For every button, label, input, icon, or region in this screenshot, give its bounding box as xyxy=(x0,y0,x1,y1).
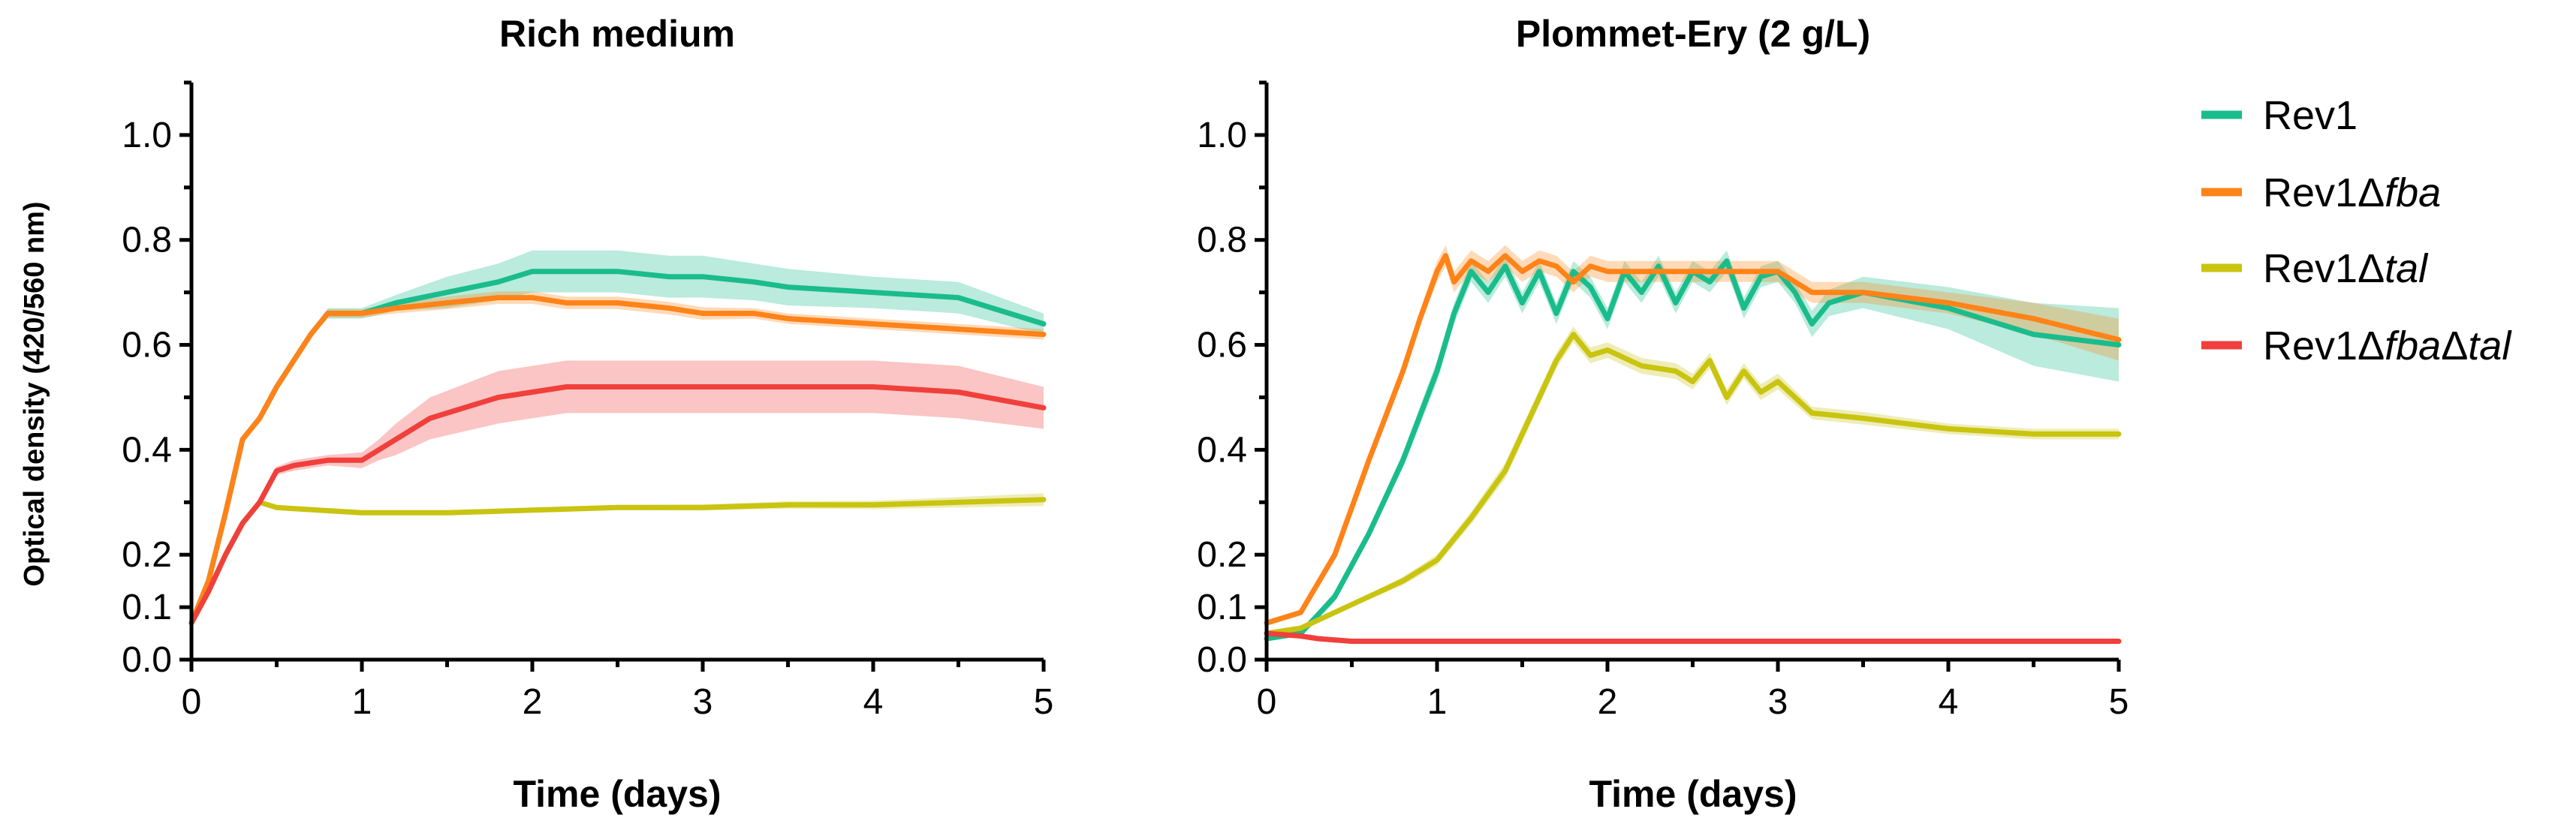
series-line-rev1δtal xyxy=(1264,332,2122,636)
chart-title: Rich medium xyxy=(499,13,735,55)
y-tick-label: 0.2 xyxy=(122,535,172,575)
series-lines xyxy=(1264,253,2122,644)
y-tick-label: 0.4 xyxy=(1197,430,1247,470)
legend-item: Rev1ΔfbaΔtal xyxy=(2201,323,2512,368)
y-tick-label: 0.0 xyxy=(1197,640,1247,680)
x-tick-label: 2 xyxy=(1598,682,1618,722)
legend-item: Rev1Δtal xyxy=(2201,246,2429,291)
y-tick-label: 0.1 xyxy=(1197,588,1247,627)
x-tick-label: 4 xyxy=(1939,682,1959,722)
legend-label: Rev1Δfba xyxy=(2263,170,2441,215)
panel-rich-medium: Rich medium Optical density (420/560 nm)… xyxy=(19,13,1053,815)
y-tick-label: 0.0 xyxy=(122,640,172,680)
y-tick-label: 0.4 xyxy=(122,430,172,470)
axes: 0.0 0.1 0.2 0.4 0.6 0.8 1.0 0 1 2 3 4 5 xyxy=(122,80,1054,722)
legend-item: Rev1 xyxy=(2201,93,2358,138)
x-tick-label: 1 xyxy=(352,682,372,722)
y-tick-label: 1.0 xyxy=(1197,116,1247,155)
series-line-rev1δfba xyxy=(188,295,1047,626)
legend: Rev1 Rev1Δfba Rev1Δtal Rev1ΔfbaΔtal xyxy=(2201,93,2512,368)
y-tick-label: 1.0 xyxy=(122,116,172,155)
x-axis-label: Time (days) xyxy=(1589,773,1797,815)
band-rev1 xyxy=(191,250,1044,626)
y-tick-label: 0.6 xyxy=(1197,326,1247,365)
series-lines xyxy=(188,269,1047,626)
legend-item: Rev1Δfba xyxy=(2201,170,2441,215)
x-tick-label: 5 xyxy=(2109,682,2129,722)
y-tick-label: 0.8 xyxy=(1197,221,1247,260)
y-tick-label: 0.8 xyxy=(122,221,172,260)
legend-label: Rev1 xyxy=(2263,93,2358,138)
panel-plommet-ery: Plommet-Ery (2 g/L) Time (days) 0.00.10.… xyxy=(1197,13,2129,815)
x-tick-label: 5 xyxy=(1034,682,1054,722)
y-tick-label: 0.1 xyxy=(122,588,172,627)
legend-label: Rev1ΔfbaΔtal xyxy=(2263,323,2512,368)
band-rev1δfbaδtal xyxy=(191,360,1044,625)
band-rev1δfba xyxy=(191,291,1044,626)
x-tick-label: 1 xyxy=(1427,682,1448,722)
x-tick-label: 0 xyxy=(182,682,202,722)
series-line-rev1δfbaδtal xyxy=(1264,630,2122,644)
x-tick-label: 4 xyxy=(863,682,884,722)
x-tick-label: 3 xyxy=(1768,682,1788,722)
x-tick-label: 0 xyxy=(1257,682,1277,722)
band-rev1δtal xyxy=(191,493,1044,625)
x-tick-label: 2 xyxy=(523,682,543,722)
y-axis-label: Optical density (420/560 nm) xyxy=(19,201,50,586)
x-tick-label: 3 xyxy=(693,682,713,722)
y-tick-label: 0.6 xyxy=(122,326,172,365)
series-line-rev1δtal xyxy=(188,497,1047,626)
series-line-rev1δfba xyxy=(1264,253,2122,626)
confidence-bands xyxy=(191,250,1044,626)
axes: 0.0 0.1 0.2 0.4 0.6 0.8 1.0 0 1 2 3 4 5 xyxy=(1197,80,2129,722)
x-axis-label: Time (days) xyxy=(514,773,722,815)
legend-label: Rev1Δtal xyxy=(2263,246,2429,291)
series-line-rev1δfbaδtal xyxy=(188,384,1047,626)
y-tick-label: 0.2 xyxy=(1197,535,1247,575)
chart-title: Plommet-Ery (2 g/L) xyxy=(1516,13,1870,55)
